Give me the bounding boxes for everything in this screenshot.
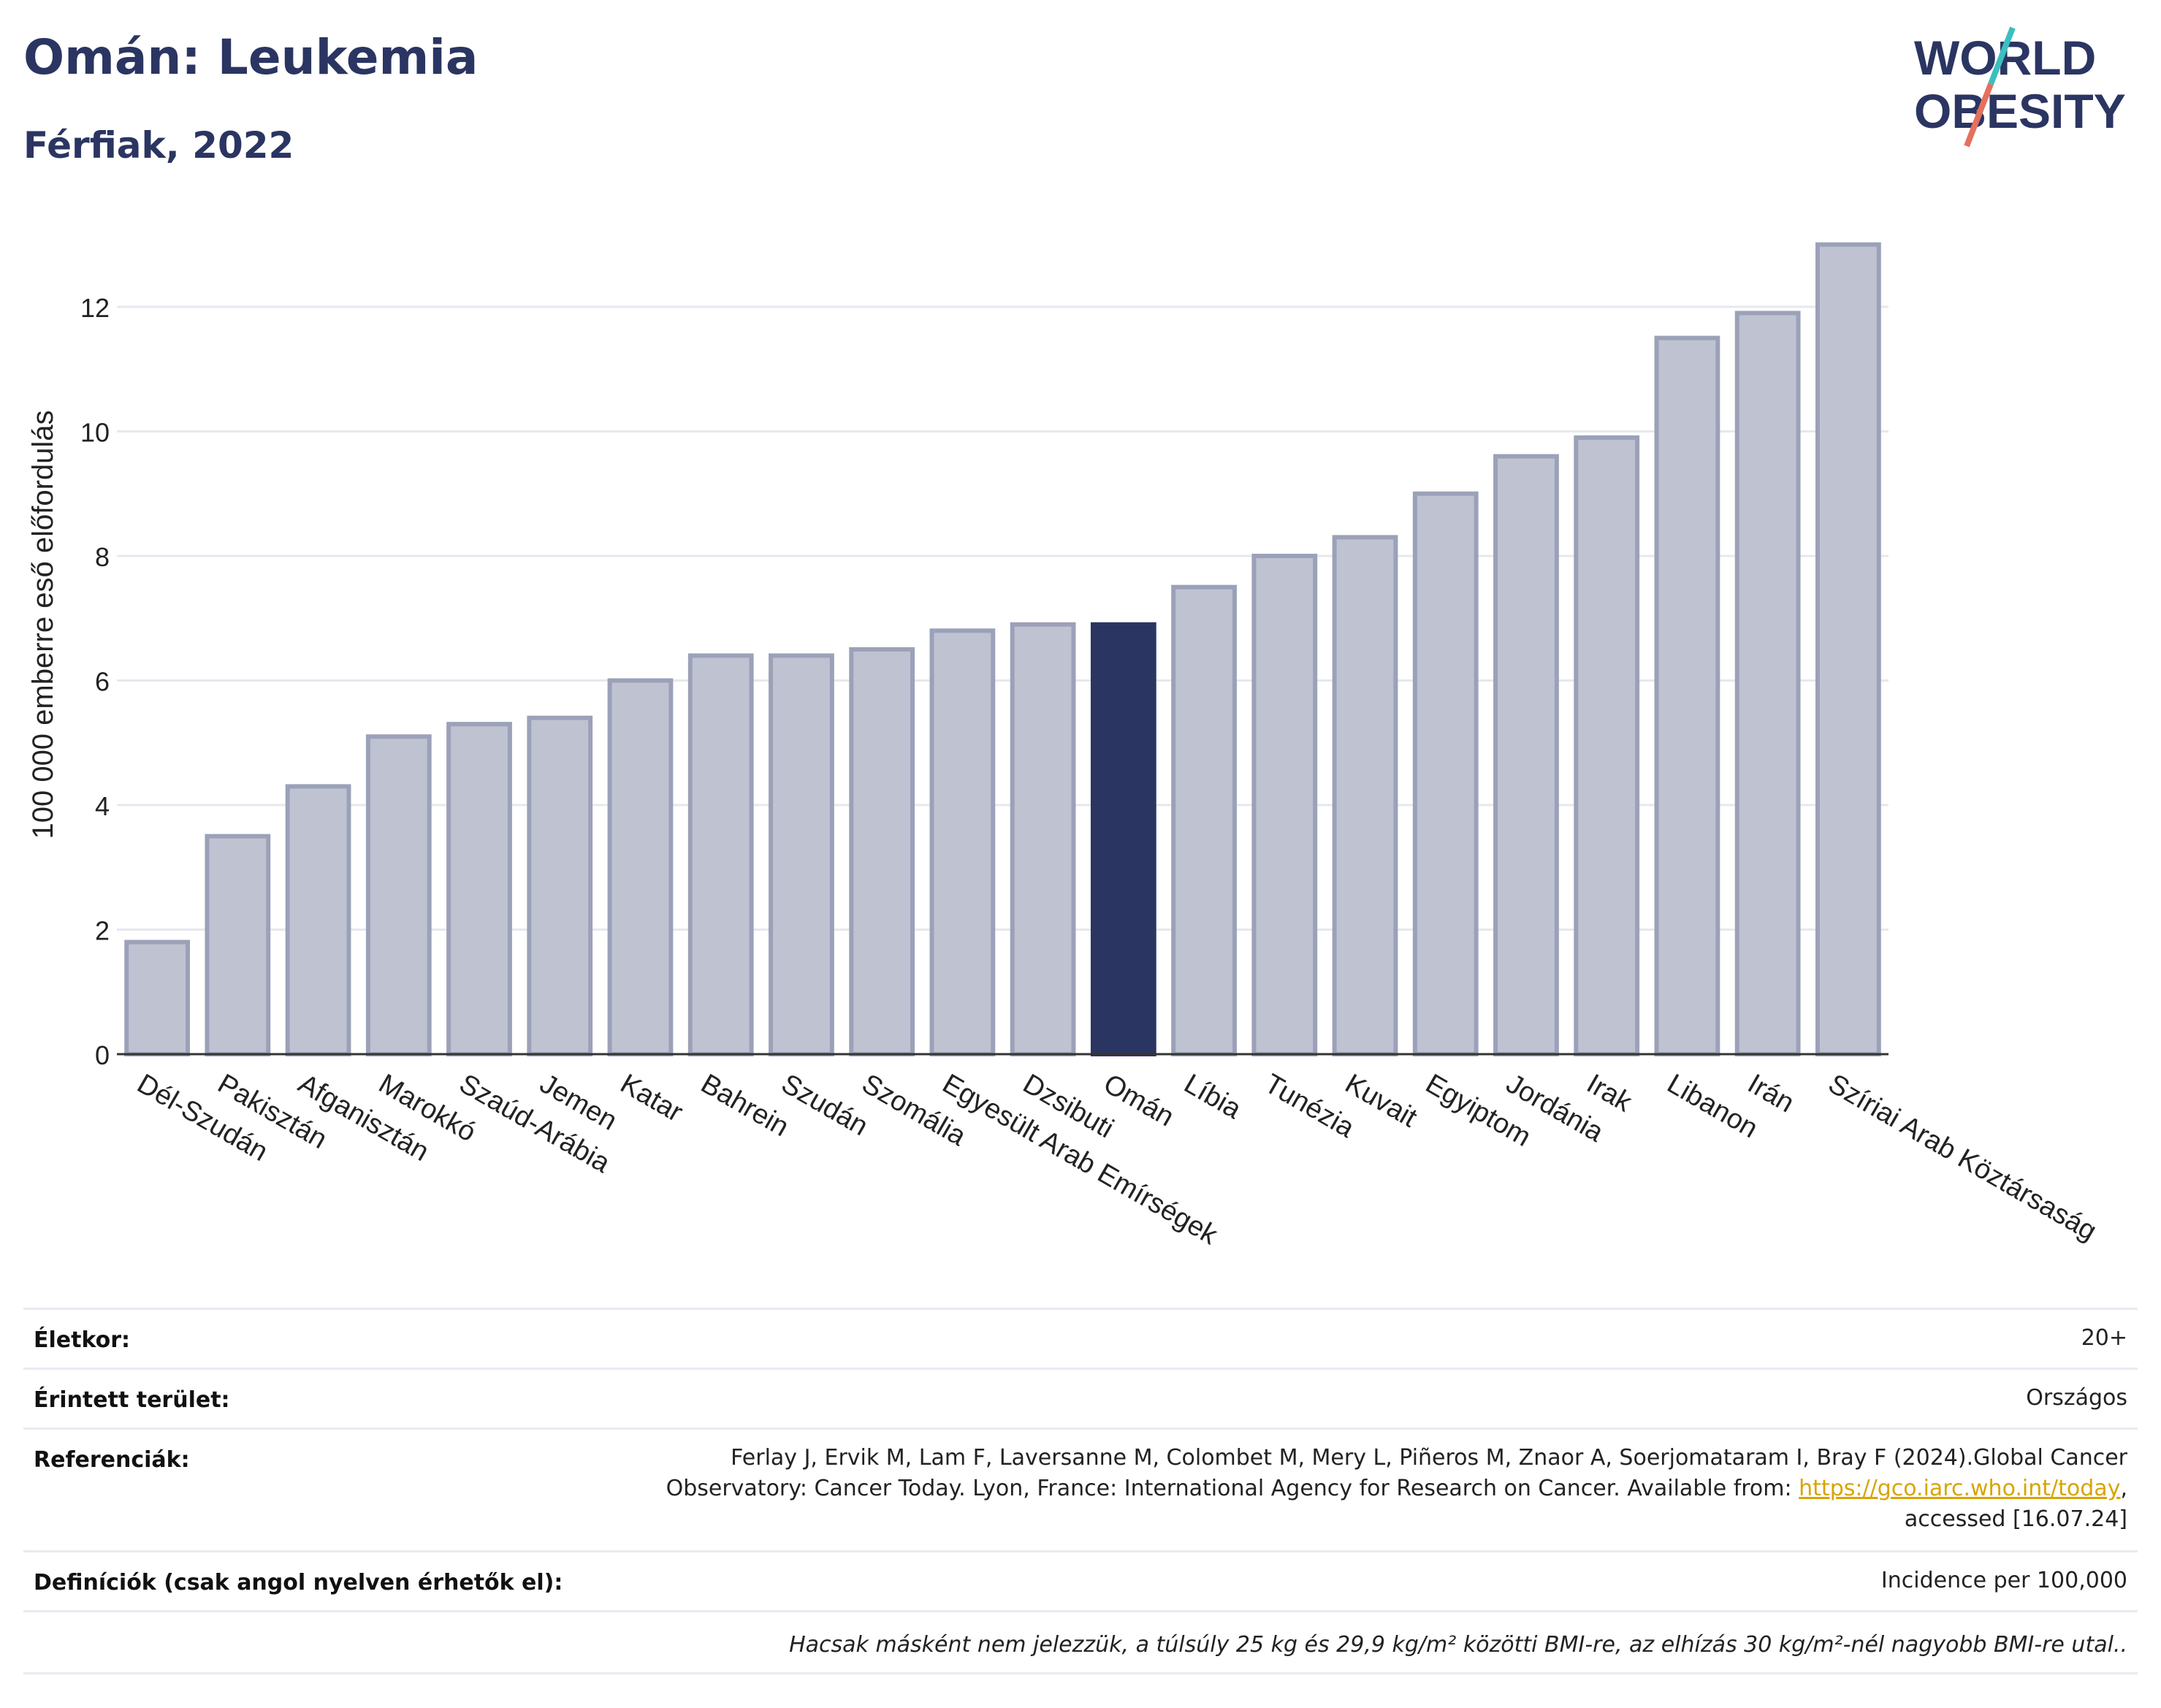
x-axis-labels: Dél-SzudánPakisztánAfganisztánMarokkóSza… — [132, 1068, 2102, 1251]
bar — [205, 834, 271, 1056]
references-line-2-comma: , — [2120, 1476, 2127, 1501]
x-tick-label: Líbia — [1179, 1068, 1247, 1125]
bar — [607, 678, 674, 1056]
bar-highlight — [1090, 622, 1156, 1056]
bar — [1412, 491, 1479, 1056]
y-tick-label: 6 — [95, 667, 110, 697]
definitions-label: Definíciók (csak angol nyelven érhetők e… — [34, 1570, 563, 1595]
bar — [1010, 622, 1076, 1056]
bar — [124, 939, 191, 1057]
definitions-value: Incidence per 100,000 — [1880, 1568, 2127, 1593]
age-label: Életkor: — [34, 1327, 131, 1353]
x-tick-label: Libanon — [1662, 1068, 1763, 1144]
references-link[interactable]: https://gco.iarc.who.int/today — [1799, 1476, 2121, 1501]
y-tick-label: 12 — [80, 293, 110, 323]
y-tick-label: 10 — [80, 418, 110, 448]
bar — [1171, 584, 1237, 1056]
bmi-note: Hacsak másként nem jelezzük, a túlsúly 2… — [789, 1632, 2127, 1658]
references-value: Ferlay J, Ervik M, Lam F, Laversanne M, … — [666, 1443, 2127, 1535]
bar — [527, 715, 593, 1057]
y-tick-label: 2 — [95, 916, 110, 946]
logo-slash-coral — [1964, 83, 1994, 148]
bar — [849, 647, 915, 1056]
x-tick-label: Szíriai Arab Köztársaság — [1823, 1068, 2101, 1246]
bar — [1493, 454, 1559, 1056]
references-line-3: accessed [16.07.24] — [1904, 1506, 2127, 1532]
x-tick-label: Szudán — [776, 1068, 873, 1142]
info-row-area: Érintett terület: Országos — [23, 1368, 2138, 1430]
bar — [1332, 535, 1398, 1056]
info-row-references: Referenciák: Ferlay J, Ervik M, Lam F, L… — [23, 1427, 2138, 1552]
y-tick-label: 8 — [95, 542, 110, 572]
references-line-2: Observatory: Cancer Today. Lyon, France:… — [666, 1473, 2127, 1504]
area-value: Országos — [2026, 1385, 2127, 1411]
x-tick-label: Tunézia — [1259, 1068, 1360, 1144]
references-line-1: Ferlay J, Ervik M, Lam F, Laversanne M, … — [731, 1445, 2127, 1471]
info-row-note: Hacsak másként nem jelezzük, a túlsúly 2… — [23, 1610, 2138, 1674]
y-axis-label: 100 000 emberre eső előfordulás — [27, 410, 59, 839]
references-label: Referenciák: — [34, 1447, 190, 1473]
bar — [1815, 242, 1881, 1056]
bar — [1574, 435, 1640, 1056]
logo-slash-teal — [1988, 26, 2016, 85]
x-tick-label: Katar — [615, 1068, 688, 1128]
bar — [769, 653, 834, 1056]
bars — [124, 242, 1881, 1057]
bar — [365, 734, 432, 1056]
references-line-2-text: Observatory: Cancer Today. Lyon, France:… — [666, 1476, 1799, 1501]
chart-subtitle: Férfiak, 2022 — [23, 124, 294, 167]
logo-text-obesity: OBESITY — [1914, 84, 2126, 138]
bar — [1734, 310, 1801, 1056]
bar — [446, 722, 512, 1056]
y-tick-label: 4 — [95, 791, 110, 821]
x-tick-label: Bahrein — [695, 1068, 793, 1143]
info-row-definitions: Definíciók (csak angol nyelven érhetők e… — [23, 1550, 2138, 1612]
bar — [687, 653, 754, 1056]
y-tick-label: 0 — [95, 1040, 110, 1070]
bar — [1654, 335, 1720, 1056]
area-label: Érintett terület: — [34, 1387, 230, 1413]
bar — [285, 784, 351, 1057]
bar — [929, 628, 996, 1056]
bar — [1251, 554, 1318, 1056]
world-obesity-logo: WORLD OBESITY — [1914, 26, 2126, 148]
info-row-age: Életkor: 20+ — [23, 1308, 2138, 1370]
y-axis-ticks: 0 2 4 6 8 10 12 — [80, 293, 110, 1070]
bar-chart: 0 2 4 6 8 10 12 Dél-SzudánPakisztánAfganisztán… — [27, 242, 2102, 1251]
chart-title: Omán: Leukemia — [23, 29, 479, 85]
age-value: 20+ — [2081, 1325, 2127, 1351]
